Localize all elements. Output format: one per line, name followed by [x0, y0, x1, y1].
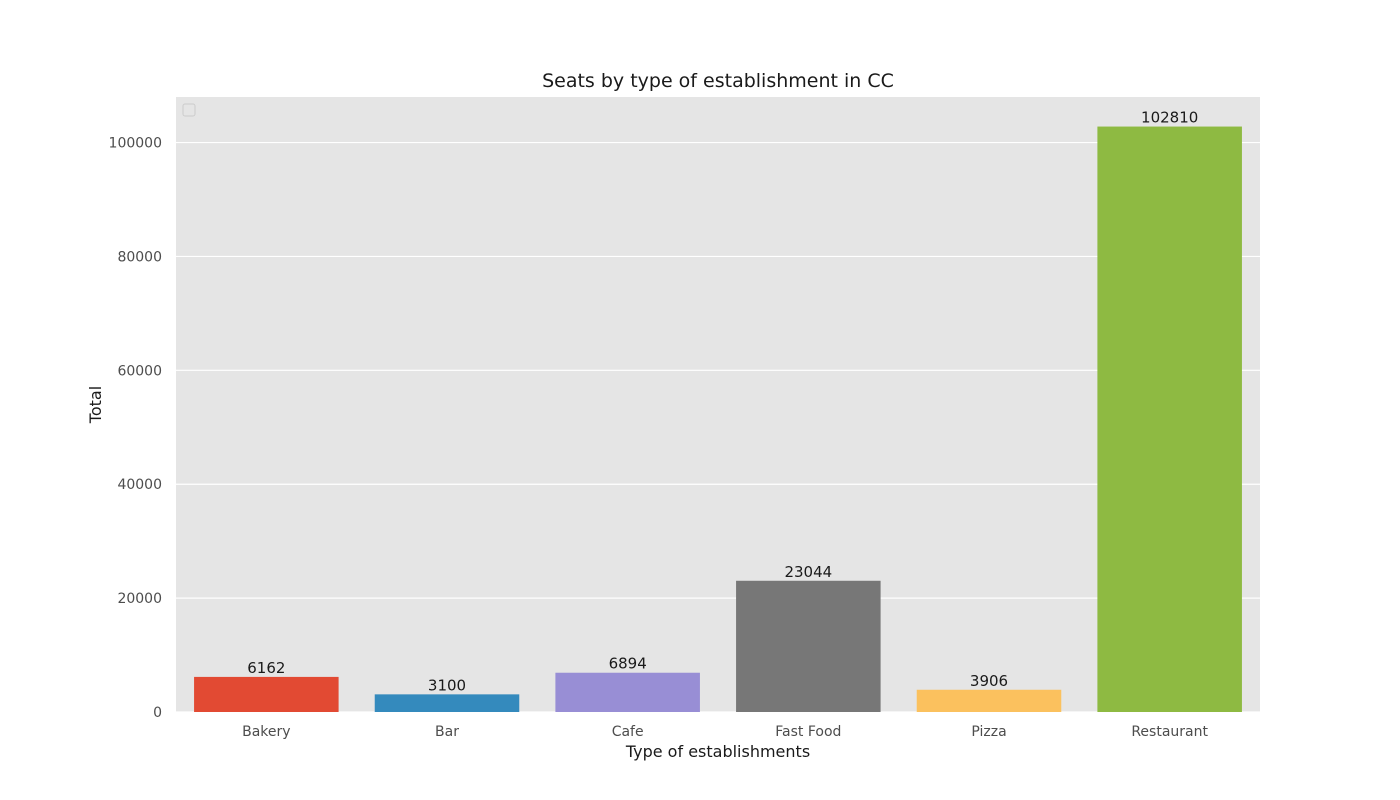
x-tick-label: Fast Food: [775, 724, 841, 740]
bars: [194, 126, 1242, 712]
y-tick-labels: 0 20000 40000 60000 80000 100000: [109, 136, 162, 721]
plot-area: [176, 97, 1260, 712]
data-label: 3100: [428, 676, 466, 694]
data-label: 3906: [970, 672, 1008, 690]
y-tick-label: 40000: [117, 477, 162, 493]
bar-restaurant: [1097, 126, 1242, 712]
bar-bakery: [194, 676, 339, 712]
chart-title: Seats by type of establishment in CC: [542, 70, 894, 92]
x-tick-label: Restaurant: [1131, 724, 1208, 740]
data-label: 23044: [784, 563, 832, 581]
data-labels: 6162 3100 6894 23044 3906 102810: [247, 109, 1198, 695]
y-tick-label: 0: [153, 705, 162, 721]
legend-box: [182, 103, 196, 117]
x-tick-label: Bakery: [242, 724, 290, 740]
y-tick-label: 80000: [117, 249, 162, 265]
y-tick-label: 100000: [109, 136, 162, 152]
x-axis-label: Type of establishments: [625, 742, 810, 761]
y-tick-label: 20000: [117, 591, 162, 607]
data-label: 6162: [247, 659, 285, 677]
bar-pizza: [916, 689, 1062, 712]
x-tick-label: Cafe: [612, 724, 644, 740]
x-tick-labels: Bakery Bar Cafe Fast Food Pizza Restaurant: [242, 724, 1208, 740]
x-tick-label: Bar: [435, 724, 459, 740]
data-label: 102810: [1141, 109, 1198, 127]
bar-cafe: [555, 672, 700, 712]
x-tick-label: Pizza: [971, 724, 1006, 740]
bar-fast-food: [736, 580, 881, 712]
y-axis-label: Total: [86, 386, 105, 424]
y-tick-label: 60000: [117, 363, 162, 379]
data-label: 6894: [609, 655, 647, 673]
bar-bar: [374, 694, 520, 712]
grid-lines: [176, 141, 1260, 713]
